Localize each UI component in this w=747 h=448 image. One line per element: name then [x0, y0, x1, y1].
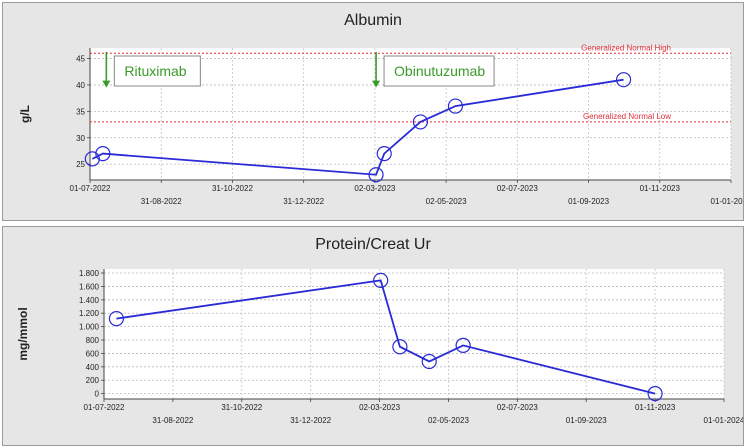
reference-line-label: Generalized Normal High: [581, 43, 671, 52]
albumin-data-point: [376, 146, 392, 162]
reference-line-label: Generalized Normal Low: [583, 112, 671, 121]
albumin-y-axis-label: g/L: [18, 105, 32, 123]
albumin-x-tick-label: 02-05-2023: [426, 197, 467, 206]
albumin-x-tick-label: 01-07-2022: [70, 184, 111, 193]
protein-creat-plot-area: [104, 269, 724, 399]
albumin-x-tick-label: 01-01-2024: [711, 197, 743, 206]
protein-creat-y-tick-label: 600: [86, 349, 100, 358]
albumin-x-tick-label: 02-07-2023: [497, 184, 538, 193]
protein-creat-y-tick-label: 1.400: [79, 296, 100, 305]
protein-creat-chart-panel: Protein/Creat Ur 0 200 400 600 800 1.000 1.200…: [2, 226, 744, 446]
albumin-y-tick-label: 35: [76, 107, 85, 116]
albumin-x-tick-label: 01-11-2023: [640, 184, 681, 193]
protein-creat-x-tick-label: 31-12-2022: [290, 416, 331, 425]
albumin-data-point: [84, 151, 100, 167]
protein-creat-y-tick-label: 800: [86, 336, 100, 345]
protein-creat-x-tick-label: 02-07-2023: [497, 403, 538, 412]
protein-creat-x-tick-label: 31-10-2022: [221, 403, 262, 412]
albumin-x-tick-label: 02-03-2023: [354, 184, 395, 193]
albumin-x-tick-label: 31-08-2022: [141, 197, 182, 206]
protein-creat-x-tick-label: 02-03-2023: [359, 403, 400, 412]
protein-creat-data-point: [392, 339, 408, 355]
albumin-chart: 25 30 35 40 45 01-07-2022 31-10-2022 02-03-2023…: [18, 43, 743, 206]
protein-creat-chart-title: Protein/Creat Ur: [315, 236, 431, 253]
annotation-box: [383, 55, 495, 87]
protein-creat-x-tick-label: 01-09-2023: [566, 416, 607, 425]
protein-creat-y-tick-label: 1.600: [79, 282, 100, 291]
albumin-y-tick-label: 25: [76, 160, 85, 169]
albumin-x-tick-label: 31-12-2022: [283, 197, 324, 206]
albumin-x-tick-label: 01-09-2023: [568, 197, 609, 206]
albumin-x-tick-label: 31-10-2022: [212, 184, 253, 193]
albumin-data-point: [447, 98, 464, 114]
annotation-arrowhead: [372, 80, 381, 88]
albumin-data-point: [412, 114, 429, 130]
annotation-box: [113, 55, 201, 87]
protein-creat-x-tick-label: 01-01-2024: [704, 416, 743, 425]
albumin-y-tick-label: 30: [76, 134, 85, 143]
protein-creat-chart: 0 200 400 600 800 1.000 1.200 1.400 1.600 1.800 01…: [16, 269, 743, 425]
protein-creat-series-line: [116, 279, 656, 395]
albumin-data-point: [368, 167, 384, 183]
protein-creat-data-point: [373, 272, 389, 288]
albumin-chart-panel: Albumin 25 30 35 40 45 01-07-2022 31-10-2022 02…: [2, 2, 744, 221]
albumin-series-line: [91, 78, 624, 176]
albumin-y-tick-label: 40: [76, 81, 85, 90]
protein-creat-x-tick-label: 01-11-2023: [635, 403, 676, 412]
annotation-label: Rituximab: [124, 63, 186, 79]
protein-creat-y-tick-label: 1.800: [79, 269, 100, 278]
protein-creat-y-tick-label: 0: [95, 390, 100, 399]
protein-creat-x-tick-label: 02-05-2023: [428, 416, 469, 425]
protein-creat-y-tick-label: 1.000: [79, 323, 100, 332]
albumin-y-tick-label: 45: [76, 55, 85, 64]
protein-creat-y-axis-label: mg/mmol: [16, 307, 30, 360]
protein-creat-x-tick-label: 01-07-2022: [84, 403, 125, 412]
albumin-data-point: [615, 72, 632, 88]
annotation-arrowhead: [102, 80, 111, 88]
protein-creat-data-point: [455, 337, 471, 353]
protein-creat-data-point: [421, 353, 437, 370]
protein-creat-x-tick-label: 31-08-2022: [152, 416, 193, 425]
protein-creat-data-point: [647, 386, 663, 402]
protein-creat-y-tick-label: 400: [86, 363, 100, 372]
protein-creat-data-point: [108, 310, 125, 327]
albumin-chart-title: Albumin: [344, 12, 402, 29]
albumin-data-point: [95, 146, 111, 162]
annotation-label: Obinutuzumab: [394, 63, 485, 79]
protein-creat-y-tick-label: 1.200: [79, 309, 100, 318]
protein-creat-y-tick-label: 200: [86, 376, 100, 385]
